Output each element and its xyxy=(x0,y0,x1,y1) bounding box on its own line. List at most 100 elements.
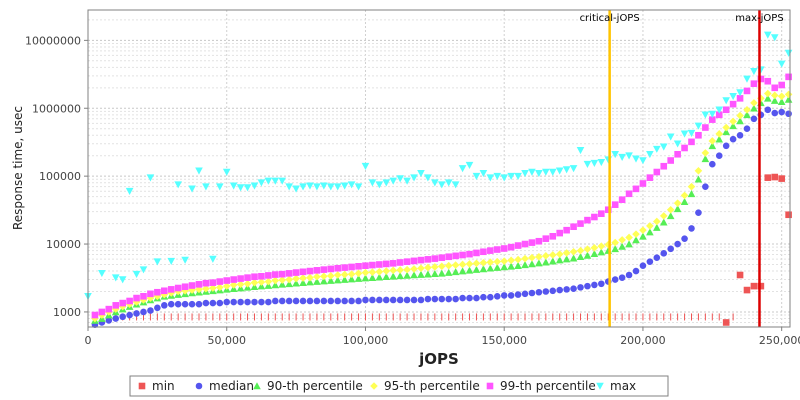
max-point xyxy=(403,177,411,185)
90-th-percentile-point xyxy=(285,279,293,288)
99-th-percentile-point xyxy=(410,257,418,265)
plot-border xyxy=(87,9,791,328)
95-th-percentile-point xyxy=(229,281,238,289)
99-th-percentile-point xyxy=(417,256,425,264)
max-point xyxy=(659,143,668,151)
90-th-percentile-point xyxy=(403,271,411,279)
series-99-th-percentile xyxy=(91,73,792,319)
95-th-percentile-point xyxy=(632,230,640,238)
median-point xyxy=(487,293,494,301)
legend-label-95-th-percentile: 95-th percentile xyxy=(384,379,480,393)
max-point xyxy=(313,183,321,191)
90-th-percentile-point xyxy=(548,257,557,265)
max-point xyxy=(680,130,689,138)
median-point xyxy=(431,295,439,303)
median-point xyxy=(154,304,161,312)
median-point xyxy=(389,296,397,304)
max-point xyxy=(389,177,398,185)
median-point xyxy=(334,297,342,305)
max-point xyxy=(548,168,557,176)
95-th-percentile-point xyxy=(521,254,529,263)
95-th-percentile-point xyxy=(271,276,280,285)
median-point xyxy=(452,295,459,303)
90-th-percentile-point xyxy=(340,275,349,283)
90-th-percentile-point xyxy=(646,228,654,236)
max-point xyxy=(472,172,481,180)
95-th-percentile-point xyxy=(597,242,606,250)
99-th-percentile-point xyxy=(702,124,709,131)
99-th-percentile-point xyxy=(98,308,106,316)
max-point xyxy=(666,133,675,141)
median-point xyxy=(119,313,126,321)
99-th-percentile-point xyxy=(216,278,224,285)
90-th-percentile-point xyxy=(528,260,536,268)
median-point xyxy=(771,109,779,117)
median-point xyxy=(660,250,668,257)
99-th-percentile-point xyxy=(230,276,237,283)
max-point xyxy=(542,168,550,176)
median-point xyxy=(480,293,487,301)
max-point xyxy=(562,166,571,174)
max-point xyxy=(673,140,682,148)
95-th-percentile-point xyxy=(333,271,342,279)
90-th-percentile-point xyxy=(326,276,335,284)
vertical-markers: critical-jOPS max-jOPS xyxy=(580,10,784,327)
95-th-percentile-point xyxy=(368,268,377,276)
max-point xyxy=(111,274,120,282)
x-tick-label: 150,000 xyxy=(481,334,527,347)
median-point xyxy=(258,298,265,306)
95-th-percentile-point xyxy=(278,276,287,284)
99-th-percentile-point xyxy=(549,233,557,240)
99-th-percentile-point xyxy=(778,81,785,89)
y-tick-label: 100000 xyxy=(39,170,81,183)
legend-item-99-th-percentile: 99-th percentile xyxy=(486,379,596,393)
max-point xyxy=(181,256,189,264)
99-th-percentile-point xyxy=(591,213,598,221)
99-th-percentile-point xyxy=(112,302,120,309)
95-th-percentile-point xyxy=(326,272,335,280)
min-point xyxy=(750,282,758,290)
max-point xyxy=(326,183,335,191)
90-th-percentile-point xyxy=(590,249,599,258)
legend-marker-max xyxy=(596,382,604,390)
99-th-percentile-point xyxy=(639,180,647,187)
median-point xyxy=(126,311,133,319)
95-th-percentile-point xyxy=(493,257,502,266)
99-th-percentile-point xyxy=(292,269,300,276)
95-th-percentile-point xyxy=(361,268,370,277)
99-th-percentile-point xyxy=(625,190,633,198)
99-th-percentile-point xyxy=(556,229,563,237)
legend-marker-min xyxy=(138,382,146,390)
median-point xyxy=(722,142,730,150)
90-th-percentile-point xyxy=(431,269,439,278)
99-th-percentile-point xyxy=(542,235,550,242)
max-point xyxy=(590,159,599,168)
max-point xyxy=(229,182,238,190)
99-th-percentile-point xyxy=(154,288,161,296)
median-point xyxy=(639,262,647,269)
90-th-percentile-point xyxy=(299,278,307,286)
99-th-percentile-point xyxy=(382,260,390,268)
median-point xyxy=(223,298,231,306)
legend-marker-90-th-percentile xyxy=(253,382,261,390)
median-point xyxy=(715,152,723,160)
max-point xyxy=(521,170,529,178)
99-th-percentile-point xyxy=(535,237,543,245)
median-point xyxy=(528,289,536,297)
99-th-percentile-point xyxy=(223,277,231,284)
max-point xyxy=(195,167,203,175)
99-th-percentile-point xyxy=(91,311,99,319)
max-point xyxy=(625,152,633,160)
min-point xyxy=(785,211,792,219)
90-th-percentile-point xyxy=(444,268,453,276)
95-th-percentile-point xyxy=(673,199,682,207)
90-th-percentile-point xyxy=(451,268,460,276)
99-th-percentile-point xyxy=(473,249,480,257)
median-point xyxy=(584,282,591,290)
95-th-percentile-point xyxy=(486,258,495,267)
max-point xyxy=(209,255,217,263)
99-th-percentile-point xyxy=(147,290,154,298)
90-th-percentile-point xyxy=(271,281,280,289)
99-th-percentile-point xyxy=(341,264,348,271)
90-th-percentile-point xyxy=(777,97,786,105)
